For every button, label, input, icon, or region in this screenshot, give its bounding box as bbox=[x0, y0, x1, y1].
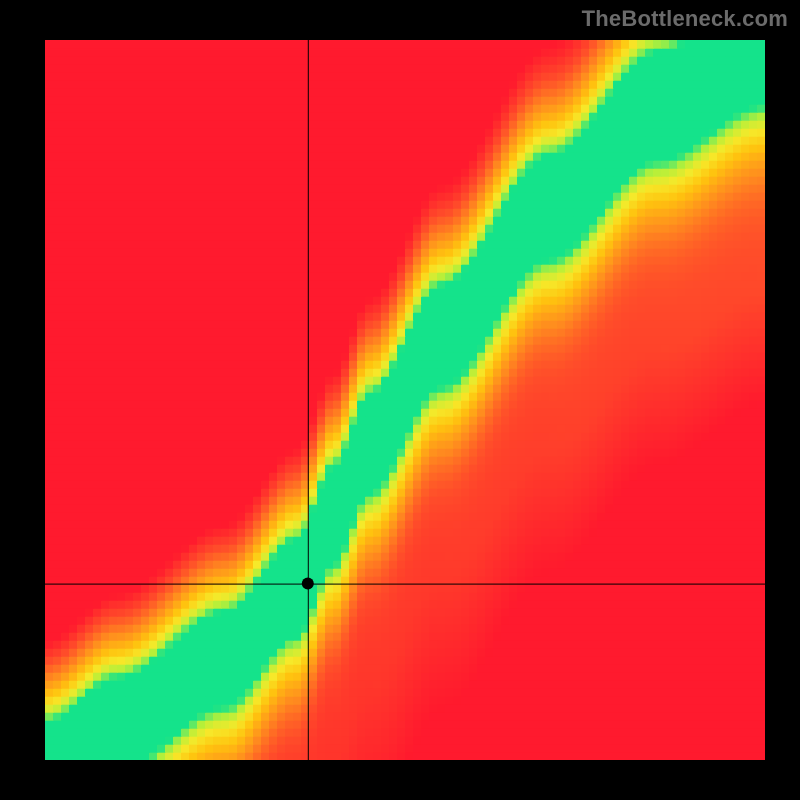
watermark-text: TheBottleneck.com bbox=[582, 6, 788, 32]
heatmap-canvas bbox=[45, 40, 765, 760]
heatmap-plot bbox=[45, 40, 765, 760]
